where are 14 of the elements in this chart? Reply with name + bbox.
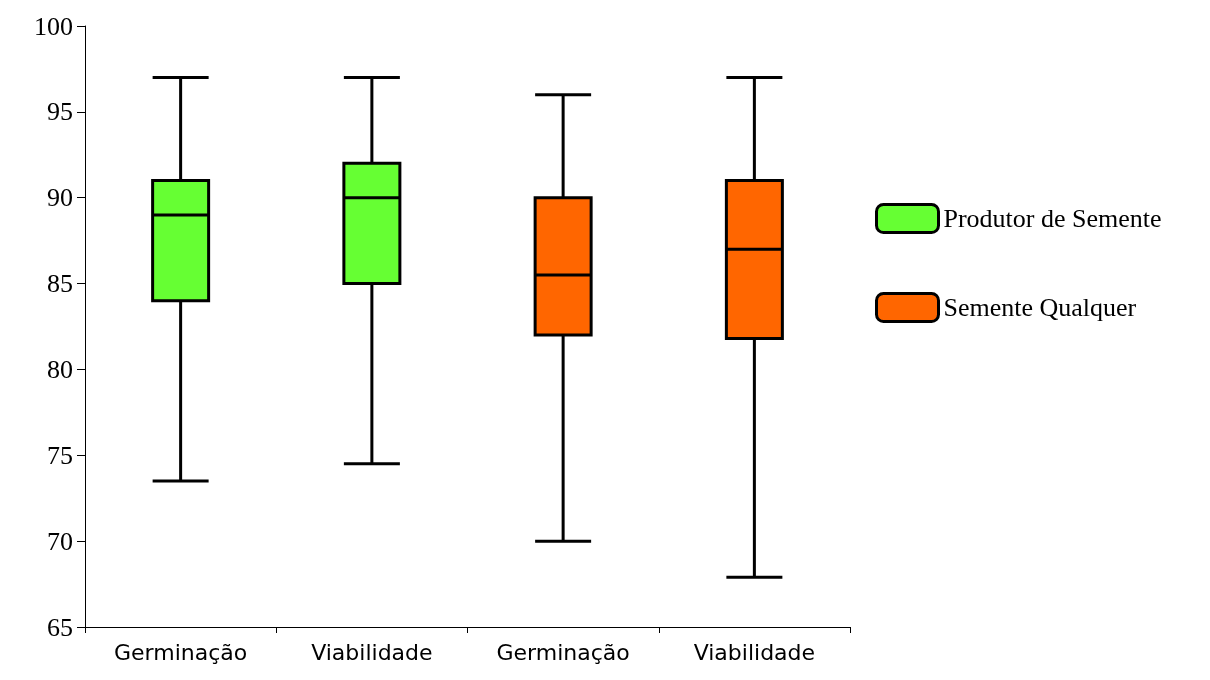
- y-tick-label: 65: [47, 612, 73, 642]
- x-tick-label: Germinação: [114, 639, 248, 665]
- legend-label: Produtor de Semente: [943, 204, 1162, 233]
- y-tick-label: 90: [47, 183, 73, 213]
- x-tick-label: Viabilidade: [693, 639, 816, 665]
- y-tick-label: 70: [47, 526, 73, 556]
- y-tick-label: 100: [34, 11, 73, 41]
- x-tick-label: Germinação: [496, 639, 630, 665]
- legend-label: Semente Qualquer: [943, 293, 1137, 322]
- y-tick-label: 95: [47, 97, 73, 127]
- x-tick-label: Viabilidade: [311, 639, 433, 665]
- y-tick-label: 85: [47, 269, 73, 299]
- y-tick-label: 75: [47, 440, 73, 470]
- y-tick-label: 80: [47, 354, 73, 384]
